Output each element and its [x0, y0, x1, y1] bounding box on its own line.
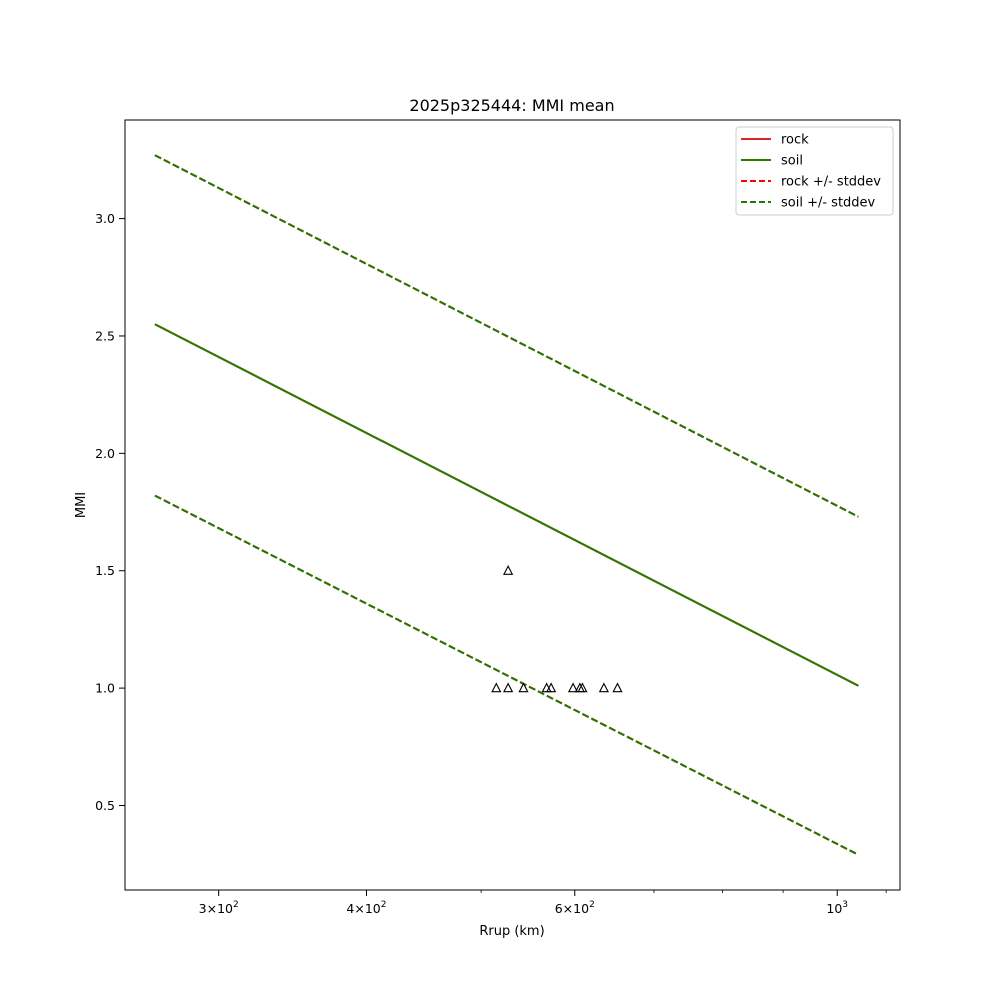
series-layer: [154, 154, 859, 856]
observation-marker: [546, 682, 557, 693]
y-tick-label: 1.5: [95, 563, 115, 578]
observation-marker: [598, 682, 610, 693]
legend-label: rock +/- stddev: [781, 175, 881, 190]
y-axis: 0.5 1.0 1.5 2.0 2.5 3.0: [95, 211, 125, 813]
x-tick-label: 6×102: [555, 900, 595, 916]
plot-frame: [124, 119, 901, 891]
x-axis-label: Rrup (km): [479, 924, 544, 939]
y-tick-label: 0.5: [95, 798, 115, 813]
observation-marker: [503, 682, 514, 693]
legend-label: soil: [781, 154, 803, 169]
chart-title: 2025p325444: MMI mean: [409, 96, 614, 115]
observation-marker: [503, 565, 514, 575]
series-soil-stddev-lower-line: [154, 494, 859, 856]
series-soil-line: [154, 323, 859, 687]
legend-label: rock: [781, 133, 809, 148]
y-axis-label: MMI: [74, 492, 89, 518]
y-tick-label: 2.5: [95, 328, 115, 343]
observation-marker: [567, 682, 579, 693]
observation-marker: [491, 682, 502, 693]
observation-markers: [491, 565, 623, 693]
y-tick-label: 3.0: [95, 211, 115, 226]
x-tick-label: 3×102: [199, 900, 239, 916]
y-tick-label: 1.0: [95, 681, 115, 696]
series-soil-stddev-upper-line: [154, 154, 859, 518]
legend: rock soil rock +/- stddev soil +/- stddev: [735, 126, 894, 216]
x-tick-label: 103: [826, 900, 848, 916]
legend-box: [735, 126, 894, 216]
observation-marker: [518, 682, 529, 693]
observation-marker: [612, 682, 623, 693]
x-axis: 3×102 4×102 6×102 103: [199, 890, 887, 916]
y-tick-label: 2.0: [95, 446, 115, 461]
observation-marker: [577, 682, 588, 693]
x-tick-label: 4×102: [346, 900, 386, 916]
legend-label: soil +/- stddev: [781, 196, 876, 211]
